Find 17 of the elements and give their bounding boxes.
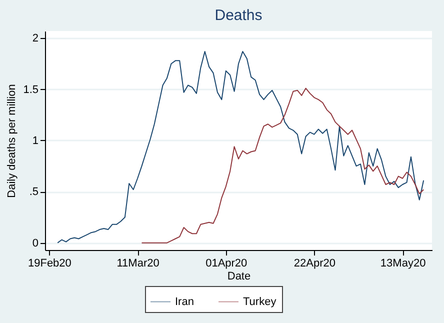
y-axis-title: Daily deaths per million [6,84,18,198]
legend-label: Turkey [243,296,277,308]
y-tick-label: 2 [32,32,38,45]
x-tick-label: 13May20 [380,258,426,270]
legend-label: Iran [175,296,194,308]
x-tick-label: 19Feb20 [28,258,72,270]
y-tick-label: 0 [32,237,38,250]
x-tick-label: 01Apr20 [206,258,248,270]
x-tick-label: 11Mar20 [116,258,160,270]
y-tick-label: 1.5 [23,84,38,96]
x-axis-title: Date [227,270,251,282]
y-tick-label: .5 [29,186,38,198]
x-tick-label: 22Apr20 [294,258,336,270]
chart-title: Deaths [214,7,262,24]
line-series [141,88,424,244]
line-series [57,50,424,244]
y-tick-label: 1 [32,135,38,147]
